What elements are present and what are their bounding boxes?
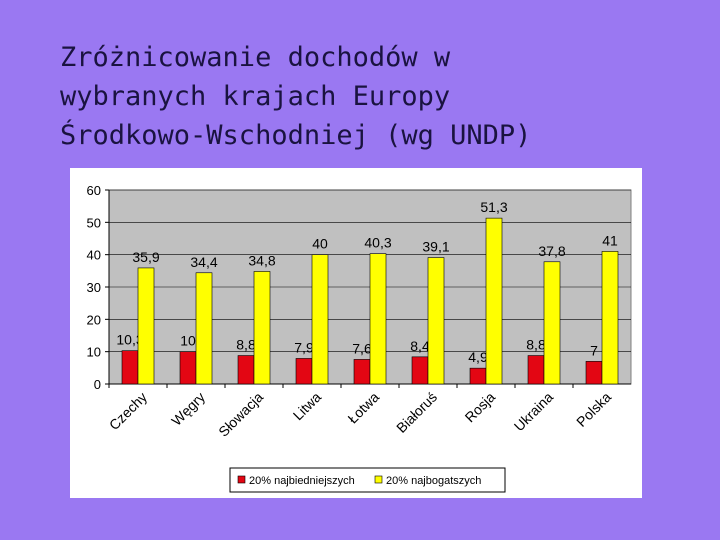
data-label-richest: 40,3 xyxy=(364,235,391,251)
y-tick-label: 0 xyxy=(94,377,101,392)
bar-poorest xyxy=(411,356,429,385)
data-label-poorest: 8,8 xyxy=(236,337,256,353)
chart-panel: 0 10 20 30 40 50 60 10,3 35,9 Czechy 10 34,4 Węgry 8,… xyxy=(70,168,642,498)
bar-poorest xyxy=(179,351,197,385)
data-label-richest: 40 xyxy=(312,236,328,252)
bar-poorest xyxy=(237,355,255,385)
bar-poorest xyxy=(353,359,371,385)
title-line-2: wybranych krajach Europy xyxy=(60,81,451,112)
data-label-poorest: 7,6 xyxy=(352,340,372,356)
data-label-poorest: 7,9 xyxy=(294,339,314,355)
data-label-poorest: 7 xyxy=(590,342,598,358)
category-label: Czechy xyxy=(106,389,150,433)
data-label-poorest: 8,4 xyxy=(410,338,430,354)
bar-richest xyxy=(195,272,213,385)
y-tick-label: 10 xyxy=(87,345,101,360)
data-label-richest: 41 xyxy=(602,232,618,248)
data-label-richest: 37,8 xyxy=(538,243,565,259)
bar-richest xyxy=(369,253,387,385)
y-tick-label: 60 xyxy=(87,183,101,198)
bar-richest xyxy=(543,261,561,385)
bar-richest xyxy=(485,217,503,385)
bar-poorest xyxy=(469,367,487,385)
category-label: Rosja xyxy=(461,389,498,426)
legend-swatch xyxy=(374,475,383,484)
data-label-richest: 34,4 xyxy=(190,254,217,270)
legend-label: 20% najbogatszych xyxy=(386,475,481,487)
data-label-poorest: 10 xyxy=(180,333,196,349)
legend-box xyxy=(229,467,506,493)
legend-label: 20% najbiedniejszych xyxy=(249,475,355,487)
category-label: Białoruś xyxy=(393,389,440,436)
category-label: Ukraina xyxy=(511,389,557,435)
data-label-richest: 35,9 xyxy=(132,249,159,265)
category-label: Litwa xyxy=(290,389,325,424)
y-tick-label: 30 xyxy=(87,280,101,295)
y-tick-label: 40 xyxy=(87,248,101,263)
bar-richest xyxy=(427,257,445,385)
data-label-poorest: 8,8 xyxy=(526,337,546,353)
category-label: Łotwa xyxy=(344,389,382,427)
bar-poorest xyxy=(585,361,603,385)
bar-poorest xyxy=(295,358,313,385)
category-label: Polska xyxy=(573,389,614,430)
y-tick-label: 50 xyxy=(87,215,101,230)
slide-title: Zróżnicowanie dochodów w wybranych kraja… xyxy=(60,38,700,155)
bar-richest xyxy=(311,254,329,385)
data-label-richest: 34,8 xyxy=(248,252,275,268)
bar-poorest xyxy=(527,355,545,385)
data-label-poorest: 4,9 xyxy=(468,349,488,365)
bar-poorest xyxy=(121,350,139,385)
category-label: Węgry xyxy=(168,389,208,429)
bar-chart: 0 10 20 30 40 50 60 10,3 35,9 Czechy 10 34,4 Węgry 8,… xyxy=(87,183,632,493)
y-tick-label: 20 xyxy=(87,312,101,327)
bar-richest xyxy=(253,271,271,385)
category-label: Słowacja xyxy=(215,389,266,440)
legend-swatch xyxy=(237,475,246,484)
bar-richest xyxy=(137,267,155,385)
data-label-richest: 51,3 xyxy=(480,199,507,215)
data-label-poorest: 10,3 xyxy=(116,332,143,348)
title-line-3: Środkowo-Wschodniej (wg UNDP) xyxy=(60,120,532,151)
data-label-richest: 39,1 xyxy=(422,239,449,255)
bar-richest xyxy=(601,251,619,385)
title-line-1: Zróżnicowanie dochodów w xyxy=(60,42,451,73)
